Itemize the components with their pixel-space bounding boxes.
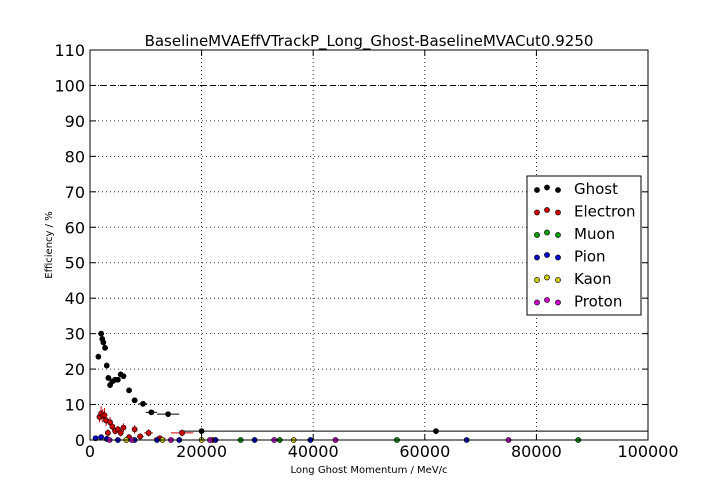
y-tick-label: 40: [65, 289, 85, 308]
data-point: [104, 430, 111, 436]
data-point: [137, 433, 144, 440]
chart-title: BaselineMVAEffVTrackP_Long_Ghost-Baselin…: [145, 32, 594, 51]
series-ghost: [95, 330, 648, 435]
x-tick-label: 60000: [399, 442, 450, 461]
data-point: [115, 376, 121, 383]
legend-marker: [534, 187, 540, 193]
axis-ticks: 0 20000 40000 60000 80000 100000 0 10 20 30 40 50 60…: [54, 41, 678, 461]
data-point: [102, 344, 108, 351]
legend-marker: [555, 277, 561, 283]
data-point: [131, 426, 138, 433]
y-tick-label: 30: [65, 325, 85, 344]
data-point: [105, 375, 112, 381]
legend-label: Ghost: [574, 180, 618, 198]
legend-marker: [555, 232, 561, 238]
legend-entry-electron: Electron: [534, 203, 636, 221]
legend-marker: [534, 277, 540, 283]
legend-marker: [544, 274, 550, 281]
legend: Ghost Electron Muon Pion Kaon Proton: [526, 175, 642, 316]
data-point: [433, 428, 439, 435]
legend-marker: [544, 184, 550, 191]
data-point: [117, 430, 124, 436]
legend-label: Kaon: [574, 270, 611, 288]
y-tick-label: 70: [65, 183, 85, 202]
data-point: [179, 430, 185, 436]
legend-marker: [544, 297, 550, 303]
y-tick-label: 90: [65, 112, 85, 131]
legend-marker: [544, 229, 550, 236]
x-tick-label: 80000: [511, 442, 562, 461]
legend-label: Electron: [574, 203, 636, 221]
legend-entry-ghost: Ghost: [534, 180, 618, 198]
legend-entry-proton: Proton: [534, 293, 622, 311]
legend-entry-kaon: Kaon: [534, 270, 611, 288]
x-tick-label: 20000: [176, 442, 227, 461]
data-point: [145, 430, 152, 436]
x-tick-label: 0: [85, 442, 95, 461]
plot-frame: [89, 49, 649, 441]
data-point: [103, 362, 110, 369]
y-tick-label: 100: [54, 76, 85, 95]
legend-marker: [544, 252, 550, 258]
legend-label: Proton: [574, 293, 622, 311]
legend-marker: [555, 299, 561, 306]
data-point: [98, 330, 105, 337]
legend-marker: [534, 299, 540, 306]
data-point: [120, 373, 127, 380]
y-tick-label: 110: [54, 41, 85, 60]
data-point: [98, 434, 105, 441]
legend-marker: [544, 207, 550, 213]
y-tick-label: 80: [65, 147, 85, 166]
y-tick-label: 20: [65, 360, 85, 379]
legend-entry-muon: Muon: [534, 225, 615, 243]
legend-marker: [555, 187, 561, 193]
data-point: [198, 428, 205, 435]
legend-marker: [534, 254, 540, 261]
data-point: [126, 387, 132, 394]
legend-entry-pion: Pion: [534, 248, 606, 266]
y-tick-label: 60: [65, 218, 85, 237]
y-tick-label: 10: [65, 396, 85, 415]
legend-label: Muon: [574, 225, 615, 243]
data-point: [120, 424, 127, 431]
data-point: [148, 409, 155, 416]
legend-marker: [555, 254, 561, 261]
data-point: [165, 411, 172, 418]
data-point: [95, 353, 102, 360]
legend-label: Pion: [574, 248, 606, 266]
data-point: [100, 339, 107, 346]
data-point: [109, 423, 116, 430]
y-axis-label: Efficiency / %: [44, 211, 55, 278]
x-axis-label: Long Ghost Momentum / MeV/c: [290, 465, 447, 476]
y-tick-label: 0: [75, 431, 85, 450]
x-tick-label: 100000: [617, 442, 678, 461]
data-point: [140, 400, 146, 407]
data-point: [131, 397, 138, 404]
legend-box: [526, 175, 642, 316]
legend-marker: [534, 232, 540, 238]
legend-marker: [555, 209, 561, 216]
x-tick-label: 40000: [288, 442, 339, 461]
legend-marker: [534, 209, 540, 216]
y-tick-label: 50: [65, 254, 85, 273]
